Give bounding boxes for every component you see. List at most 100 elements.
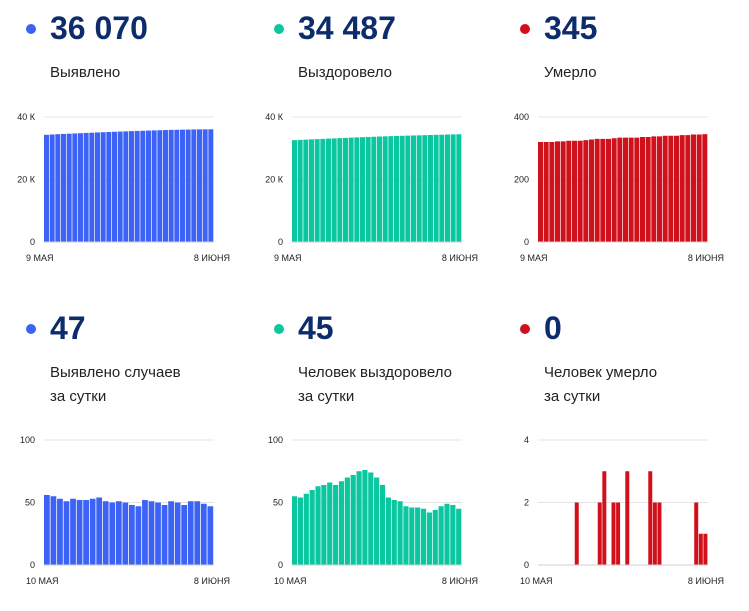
x-end-label: 8 ИЮНЯ <box>688 576 724 586</box>
y-tick-label: 40 К <box>265 112 284 122</box>
bar <box>679 135 685 242</box>
bar <box>168 501 174 565</box>
x-end-label: 8 ИЮНЯ <box>688 253 724 263</box>
bar <box>433 134 439 242</box>
bar <box>444 503 450 565</box>
y-tick-label: 0 <box>278 560 283 570</box>
bar <box>292 140 297 242</box>
bar <box>83 132 89 242</box>
stat-value: 36 070 <box>50 10 148 46</box>
legend-dot-icon <box>26 324 36 334</box>
bar-chart: 0 200 400 9 МАЯ 8 ИЮНЯ <box>514 112 724 263</box>
y-tick-label: 0 <box>30 237 35 247</box>
bar <box>597 502 602 565</box>
bar-chart: 0 50 100 10 МАЯ 8 ИЮНЯ <box>268 435 478 586</box>
stat-label: Человек выздоровело <box>298 364 452 381</box>
bar <box>181 505 188 565</box>
bar <box>606 138 611 242</box>
bar <box>185 129 191 242</box>
bar <box>187 501 194 565</box>
bar <box>645 137 651 242</box>
bar <box>703 533 708 565</box>
y-tick-label: 0 <box>30 560 35 570</box>
bar <box>439 134 445 242</box>
bar <box>566 140 572 242</box>
bar <box>155 502 161 565</box>
y-tick-label: 40 К <box>17 112 36 122</box>
bar <box>538 142 543 242</box>
legend-dot-icon <box>520 324 530 334</box>
bar <box>657 502 662 565</box>
bar <box>594 138 600 242</box>
x-end-label: 8 ИЮНЯ <box>194 576 230 586</box>
bar-chart: 0 50 100 10 МАЯ 8 ИЮНЯ <box>20 435 230 586</box>
bar <box>151 130 157 242</box>
bar <box>135 506 142 565</box>
x-start-label: 10 МАЯ <box>520 576 553 586</box>
bar <box>668 135 674 242</box>
stat-value: 0 <box>544 310 562 346</box>
bar <box>377 136 382 242</box>
bar <box>207 506 214 565</box>
bar <box>76 500 83 565</box>
y-tick-label: 400 <box>514 112 529 122</box>
bar <box>157 130 163 242</box>
bar <box>202 129 208 242</box>
y-tick-label: 0 <box>524 237 529 247</box>
x-end-label: 8 ИЮНЯ <box>194 253 230 263</box>
bar <box>96 497 103 565</box>
bar <box>549 142 555 242</box>
bar <box>208 129 214 242</box>
x-end-label: 8 ИЮНЯ <box>442 576 478 586</box>
stat-value: 45 <box>298 310 334 346</box>
bar <box>142 500 148 565</box>
bar <box>426 512 432 565</box>
bar <box>303 493 309 565</box>
bar <box>382 136 388 242</box>
bar <box>428 135 433 242</box>
bar <box>611 138 617 242</box>
legend-dot-icon <box>274 24 284 34</box>
bar <box>450 134 456 242</box>
bar <box>309 490 315 565</box>
bar-chart: 0 2 4 10 МАЯ 8 ИЮНЯ <box>520 435 724 586</box>
bar <box>174 502 181 565</box>
bar <box>89 498 96 565</box>
bar <box>625 471 630 565</box>
bar <box>197 129 202 242</box>
bar <box>61 133 66 242</box>
bar <box>409 507 415 565</box>
bar <box>314 139 320 242</box>
bar <box>180 129 185 242</box>
bar <box>577 140 583 242</box>
stat-label: Выявлено случаев <box>50 364 181 381</box>
bar <box>129 131 134 242</box>
bar <box>623 137 628 242</box>
bar <box>168 129 174 242</box>
bar <box>405 135 411 242</box>
bar <box>50 496 57 565</box>
bar <box>309 139 314 242</box>
stat-label: за сутки <box>544 388 601 405</box>
bar <box>338 481 345 565</box>
bar <box>602 471 607 565</box>
bar <box>583 140 589 242</box>
bar <box>456 134 462 242</box>
bar <box>343 137 348 242</box>
bar <box>44 495 50 565</box>
bar <box>368 472 374 565</box>
bar-chart: 0 20 К 40 К 9 МАЯ 8 ИЮНЯ <box>265 112 478 263</box>
bar <box>640 137 645 242</box>
bar <box>63 501 70 565</box>
bar <box>89 132 95 242</box>
bar <box>391 500 397 565</box>
x-start-label: 9 МАЯ <box>26 253 54 263</box>
bar <box>445 134 450 242</box>
bar <box>543 142 549 242</box>
bar <box>698 533 703 565</box>
y-tick-label: 50 <box>25 498 35 508</box>
bar <box>129 505 135 565</box>
bar <box>292 496 298 565</box>
bar <box>320 138 326 242</box>
bar <box>191 129 197 242</box>
